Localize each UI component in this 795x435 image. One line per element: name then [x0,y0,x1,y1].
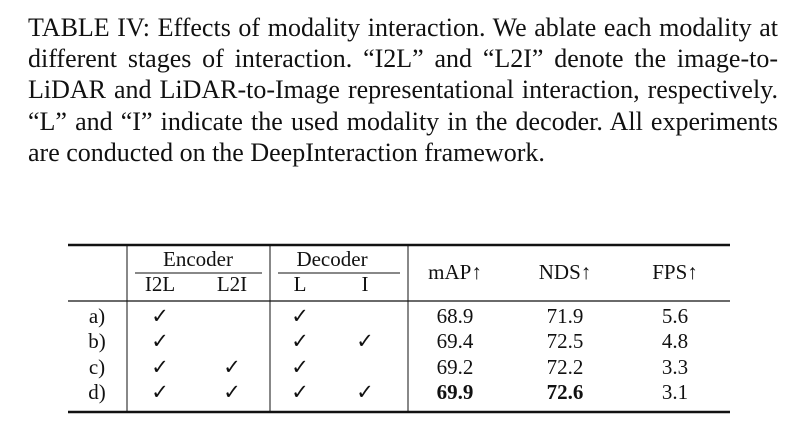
group-header: Decoder [296,247,367,271]
table-caption: TABLE IV: Effects of modality interactio… [28,13,778,167]
table-cell: 72.6 [547,380,584,404]
group-header: Encoder [163,247,233,271]
column-header: FPS↑ [652,260,698,284]
checkmark: ✓ [291,329,309,353]
column-header: L [294,272,307,296]
checkmark: ✓ [291,380,309,404]
row-label: d) [88,380,106,404]
checkmark: ✓ [291,355,309,379]
row-label: c) [89,355,105,379]
table-cell: 3.3 [662,355,688,379]
column-header: I2L [145,272,175,296]
checkmark: ✓ [291,304,309,328]
table-cell: 69.9 [437,380,474,404]
column-header: NDS↑ [539,260,592,284]
table-cell: 72.5 [547,329,584,353]
checkmark: ✓ [151,304,169,328]
row-label: a) [89,304,105,328]
column-header: I [362,272,369,296]
column-header: mAP↑ [428,260,482,284]
table-cell: 3.1 [662,380,688,404]
table-cell: 4.8 [662,329,688,353]
row-label: b) [88,329,106,353]
table-cell: 69.2 [437,355,474,379]
table-cell: 72.2 [547,355,584,379]
table-cell: 5.6 [662,304,688,328]
table-cell: 69.4 [437,329,474,353]
checkmark: ✓ [356,380,374,404]
checkmark: ✓ [223,355,241,379]
checkmark: ✓ [356,329,374,353]
column-header: L2I [217,272,247,296]
table-cell: 71.9 [547,304,584,328]
checkmark: ✓ [151,329,169,353]
table-cell: 68.9 [437,304,474,328]
checkmark: ✓ [151,355,169,379]
checkmark: ✓ [223,380,241,404]
checkmark: ✓ [151,380,169,404]
